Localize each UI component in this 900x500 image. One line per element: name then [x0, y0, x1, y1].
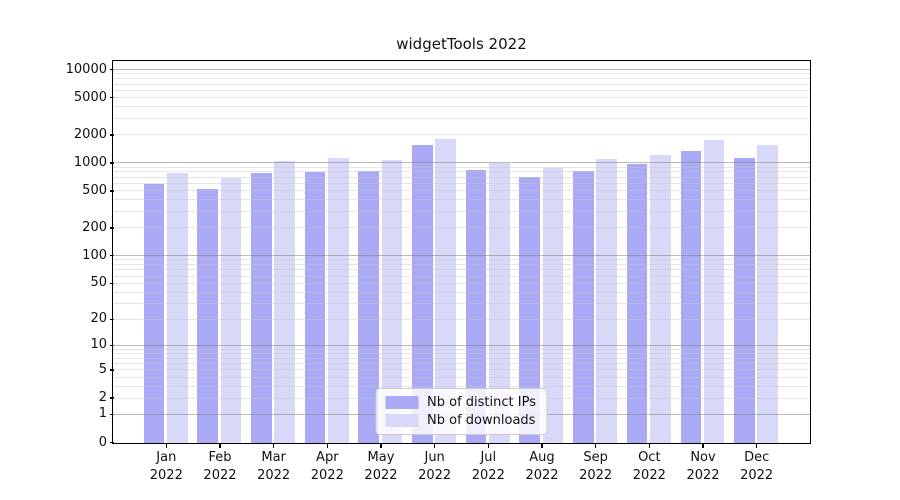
y-tick-mark [109, 397, 114, 399]
y-tick-mark [109, 227, 114, 229]
y-tick-mark [109, 190, 114, 192]
x-tick-mark [380, 444, 382, 448]
bar-nb-of-downloads-sep-2022 [596, 158, 617, 443]
y-tick-label: 10000 [65, 61, 107, 77]
bar-nb-of-downloads-jul-2022 [489, 163, 510, 443]
legend: Nb of distinct IPs Nb of downloads [375, 388, 548, 435]
legend-swatch-downloads [385, 414, 419, 427]
y-tick-mark [109, 97, 114, 99]
y-tick-label: 1 [98, 406, 107, 422]
bar-nb-of-distinct-ips-dec-2022 [734, 157, 755, 443]
y-tick-mark [109, 69, 114, 71]
bar-nb-of-downloads-mar-2022 [274, 161, 295, 443]
x-tick-mark [219, 444, 221, 448]
x-tick-mark [326, 444, 328, 448]
bar-nb-of-distinct-ips-nov-2022 [680, 151, 701, 443]
y-tick-label: 10 [90, 337, 107, 353]
y-tick-mark [109, 282, 114, 285]
x-tick-mark [648, 444, 651, 448]
bar-nb-of-distinct-ips-aug-2022 [519, 176, 540, 443]
y-tick-label: 5000 [73, 89, 107, 105]
y-tick-label: 100 [82, 247, 107, 263]
x-tick-mark [433, 444, 436, 448]
bar-nb-of-distinct-ips-apr-2022 [304, 172, 326, 443]
y-tick-mark [109, 369, 114, 371]
bar-nb-of-distinct-ips-oct-2022 [626, 163, 648, 443]
x-tick-label-aug-2022: Aug 2022 [525, 450, 559, 483]
x-tick-mark [487, 444, 489, 448]
plot-area: Nb of distinct IPs Nb of downloads [112, 60, 811, 444]
bar-nb-of-downloads-oct-2022 [650, 155, 671, 443]
bar-nb-of-downloads-jun-2022 [435, 139, 456, 443]
x-tick-label-mar-2022: Mar 2022 [257, 450, 291, 483]
x-tick-label-jan-2022: Jan 2022 [149, 450, 183, 483]
y-tick-mark [109, 344, 114, 347]
x-tick-mark [541, 444, 543, 448]
bar-nb-of-downloads-aug-2022 [542, 168, 564, 443]
x-tick-mark [594, 444, 597, 448]
bar-nb-of-distinct-ips-may-2022 [358, 171, 379, 443]
legend-label-downloads: Nb of downloads [427, 413, 536, 428]
x-tick-label-feb-2022: Feb 2022 [203, 450, 237, 483]
bar-nb-of-distinct-ips-feb-2022 [197, 189, 218, 443]
x-tick-label-jul-2022: Jul 2022 [471, 450, 505, 483]
x-tick-mark [702, 444, 704, 448]
bars-layer [113, 61, 810, 443]
x-tick-label-may-2022: May 2022 [364, 450, 398, 483]
bar-nb-of-downloads-nov-2022 [703, 140, 725, 443]
y-tick-label: 2 [98, 390, 107, 406]
x-tick-label-sep-2022: Sep 2022 [579, 450, 613, 483]
y-tick-mark [109, 413, 114, 416]
y-tick-label: 200 [82, 219, 107, 235]
y-tick-label: 0 [98, 434, 107, 450]
y-tick-label: 20 [90, 311, 107, 327]
bar-nb-of-distinct-ips-jul-2022 [465, 170, 487, 443]
x-tick-mark [272, 444, 275, 448]
bar-nb-of-downloads-apr-2022 [328, 158, 349, 443]
bar-nb-of-downloads-jan-2022 [167, 173, 188, 443]
x-tick-label-nov-2022: Nov 2022 [686, 450, 720, 483]
x-tick-label-apr-2022: Apr 2022 [310, 450, 344, 483]
bar-nb-of-downloads-dec-2022 [757, 144, 778, 443]
bar-nb-of-distinct-ips-jan-2022 [143, 184, 165, 443]
y-tick-mark [109, 162, 114, 164]
bar-nb-of-distinct-ips-jun-2022 [412, 145, 433, 443]
y-tick-label: 1000 [73, 154, 107, 170]
y-tick-label: 500 [82, 182, 107, 198]
y-tick-mark [109, 255, 114, 257]
y-tick-mark [109, 134, 114, 136]
legend-label-distinct-ips: Nb of distinct IPs [427, 395, 536, 410]
y-tick-label: 2000 [73, 126, 107, 142]
x-tick-mark [165, 444, 167, 448]
y-tick-label: 50 [90, 275, 107, 291]
legend-item-distinct-ips: Nb of distinct IPs [385, 396, 536, 409]
x-tick-label-dec-2022: Dec 2022 [740, 450, 774, 483]
legend-swatch-distinct-ips [385, 396, 419, 409]
bar-nb-of-distinct-ips-sep-2022 [573, 171, 594, 443]
y-tick-mark [109, 441, 114, 444]
x-tick-label-oct-2022: Oct 2022 [632, 450, 666, 483]
bar-nb-of-downloads-feb-2022 [220, 177, 242, 443]
legend-item-downloads: Nb of downloads [385, 414, 536, 427]
y-tick-label: 5 [98, 361, 107, 377]
bar-nb-of-downloads-may-2022 [381, 159, 403, 443]
x-tick-mark [755, 444, 758, 448]
chart-title: widgetTools 2022 [396, 35, 527, 53]
bar-nb-of-distinct-ips-mar-2022 [251, 173, 272, 443]
x-tick-label-jun-2022: Jun 2022 [418, 450, 452, 483]
y-tick-mark [109, 318, 114, 320]
